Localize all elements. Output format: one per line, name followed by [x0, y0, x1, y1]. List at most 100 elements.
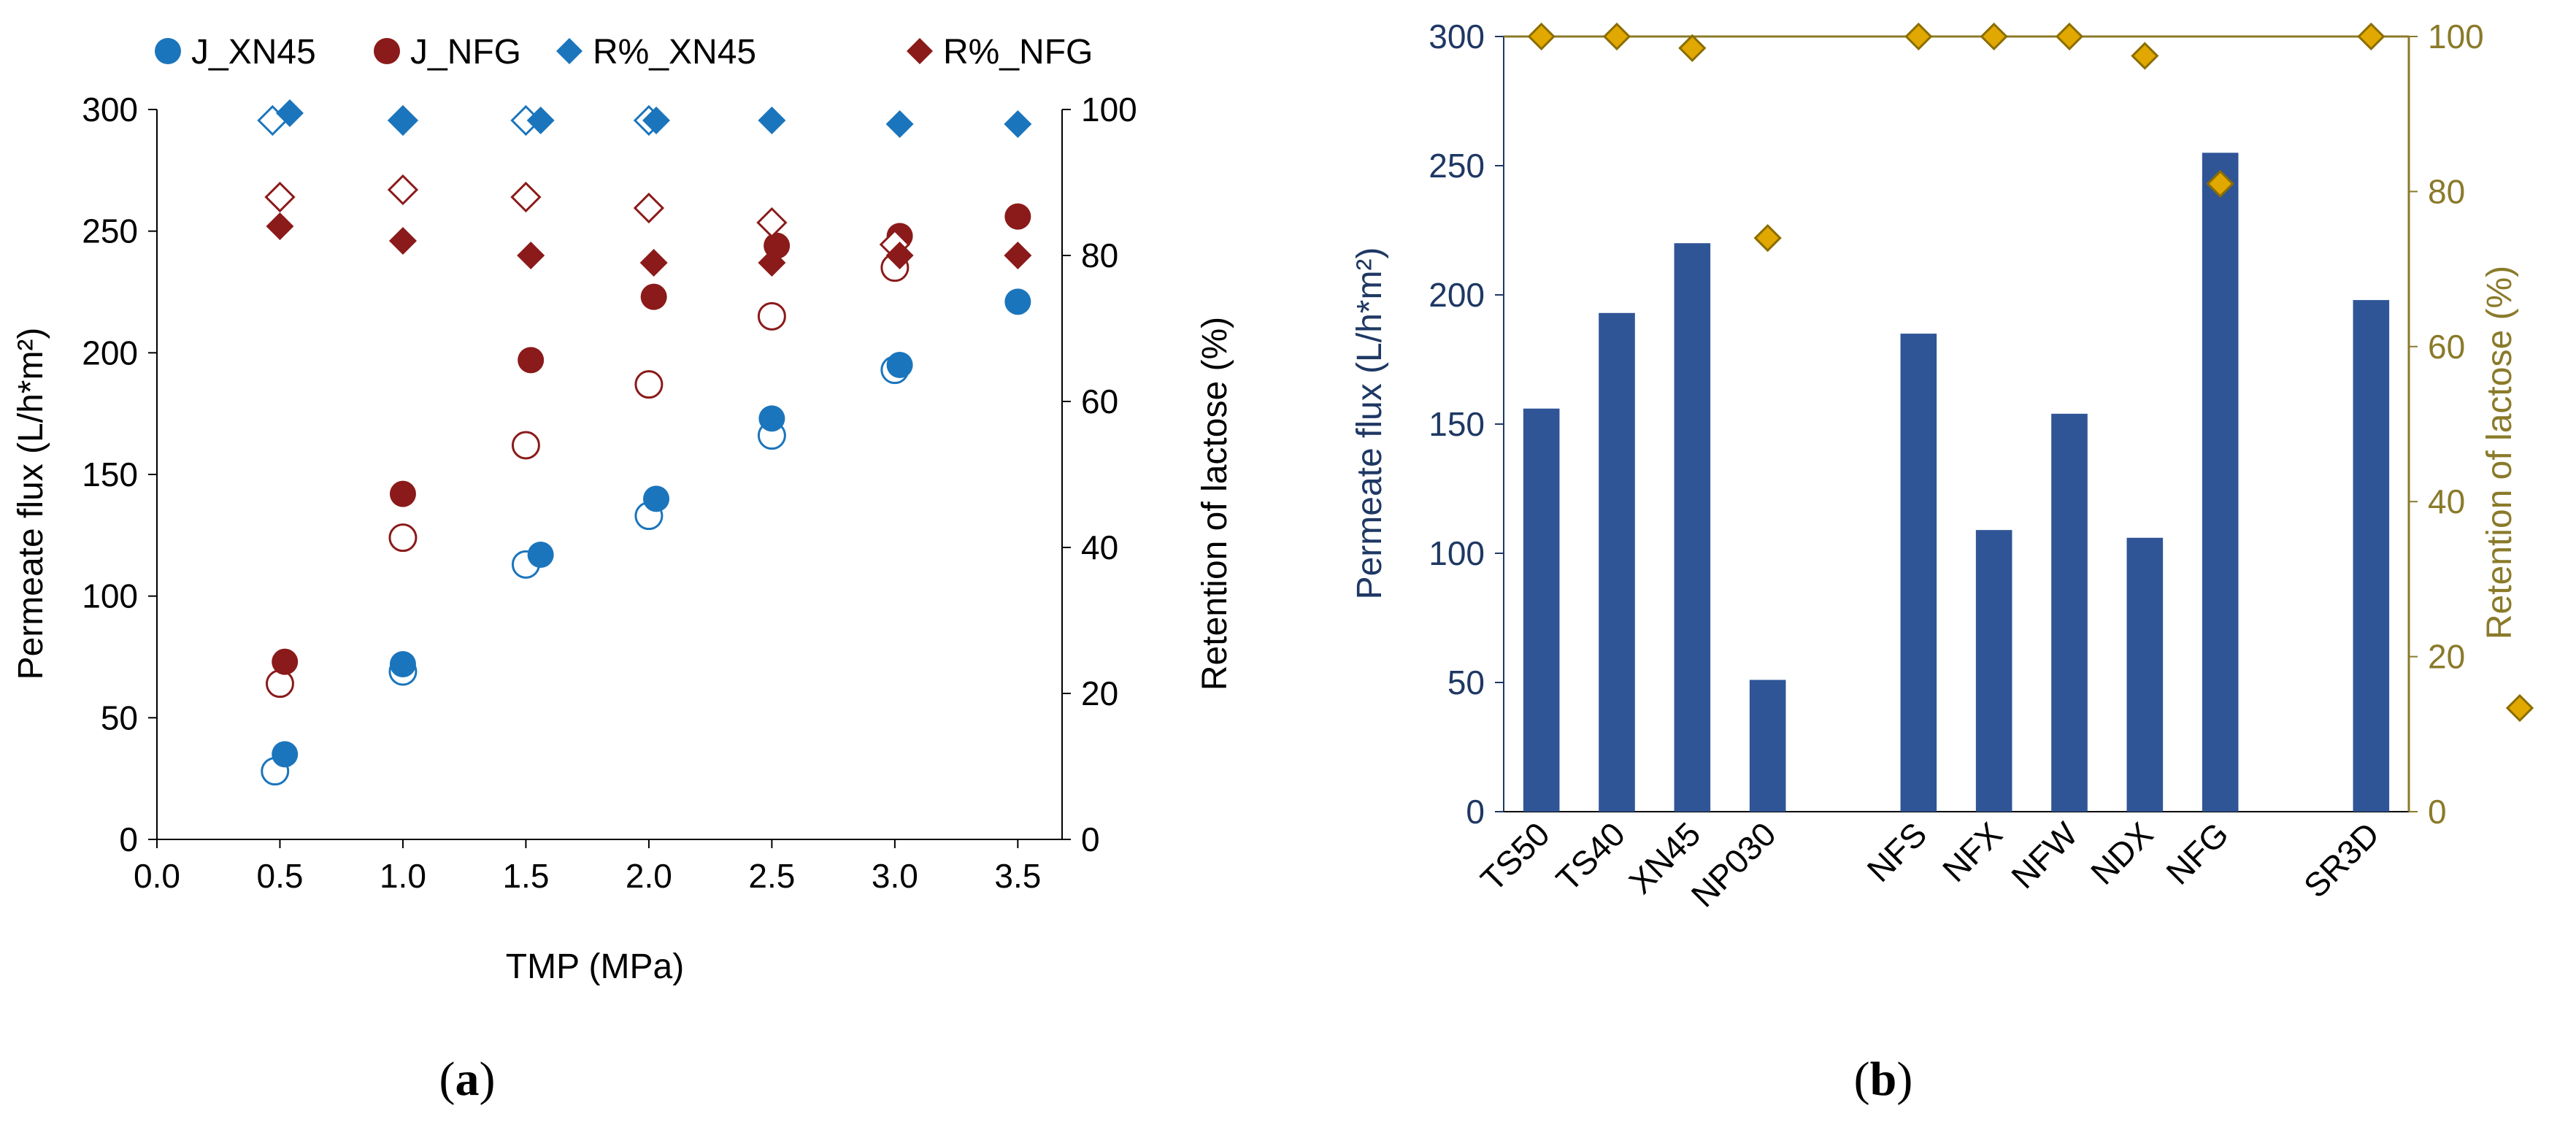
chart-a-x-tick-label: 0.5 [257, 857, 304, 895]
chart-a-y-right-tick-label: 60 [1081, 382, 1118, 420]
chart-b-x-tick-label: NDX [2083, 815, 2160, 891]
chart-a-point-R%_NFG-open [387, 174, 419, 206]
chart-a-point-J_NFG [640, 283, 667, 310]
chart-a-point-J_NFG-open [634, 370, 664, 399]
chart-a-point-R%_NFG [758, 249, 786, 277]
chart-b-bar-NFW [2051, 413, 2088, 812]
chart-b-bar-TS50 [1523, 408, 1560, 812]
chart-b-y-left-tick-label: 200 [1429, 276, 1485, 314]
chart-b-bar-XN45 [1674, 243, 1711, 812]
chart-a-y-left-tick-label: 50 [101, 699, 138, 736]
chart-b-marks [1523, 22, 2534, 812]
chart-a-legend-marker [155, 38, 181, 64]
chart-a-legend-label: R%_XN45 [593, 33, 756, 72]
chart-a-point-J_XN45 [886, 352, 913, 378]
chart-b-y-right-tick-label: 40 [2428, 482, 2465, 520]
chart-b-y-left-tick-label: 300 [1429, 18, 1485, 55]
chart-a: J_XN45 J_NFG R%_XN45 R%_NFG 0.0 0.5 1.0 1.5 2.0… [12, 33, 1234, 1106]
chart-a-point-R%_XN45 [526, 107, 555, 134]
chart-a-point-R%_XN45 [388, 107, 417, 134]
chart-a-legend-label: J_XN45 [191, 33, 316, 72]
chart-a-point-J_NFG-open [388, 523, 418, 553]
chart-b-retention-point-TS40 [1602, 22, 1631, 51]
chart-a-point-R%_NFG-open [264, 181, 296, 213]
chart-b-retention-point-NP030 [1753, 223, 1782, 253]
chart-a-y-left-tick-label: 0 [119, 820, 138, 858]
chart-a-x-tick-label: 1.0 [380, 857, 426, 895]
chart-a-point-J_NFG-open [265, 669, 294, 699]
chart-a-legend: J_XN45 J_NFG R%_XN45 R%_NFG [155, 33, 1093, 72]
chart-b: 050100150200250300020406080100TS50TS40XN… [1350, 18, 2534, 1106]
chart-a-y-right-tick-label: 80 [1081, 236, 1118, 274]
chart-b-x-tick-label: NFS [1860, 815, 1934, 889]
chart-a-point-R%_NFG [639, 249, 668, 277]
chart-b-retention-point-NFG [2206, 169, 2234, 198]
chart-b-retention-point-NFW [2055, 22, 2084, 51]
chart-a-y-left-tick-label: 100 [82, 577, 138, 615]
chart-a-point-J_XN45 [643, 485, 670, 512]
chart-b-x-tick-label: SR3D [2296, 815, 2387, 905]
chart-b-bar-NFX [1975, 530, 2012, 812]
chart-b-retention-point-NDX [2131, 42, 2159, 70]
chart-a-y-axis-left-label: Permeate flux (L/h*m²) [12, 328, 50, 680]
chart-b-bar-NDX [2126, 537, 2164, 812]
chart-a-point-J_XN45 [389, 651, 416, 677]
chart-a-point-R%_NFG [388, 227, 417, 255]
chart-b-x-tick-label: NFW [2004, 815, 2085, 896]
chart-a-point-R%_XN45 [642, 107, 671, 134]
chart-b-x-tick-label: NFX [1935, 815, 2010, 889]
chart-a-y-axis-right-label: Retention of lactose (%) [1196, 317, 1234, 691]
chart-b-retention-point-NFX [1980, 22, 2008, 51]
chart-a-x-tick-label: 2.5 [748, 857, 795, 895]
chart-a-point-J_NFG [1004, 203, 1031, 230]
chart-a-x-tick-label: 0.0 [134, 857, 180, 895]
chart-b-x-tick-label: NFG [2158, 815, 2235, 891]
chart-b-retention-point-XN45 [1678, 34, 1707, 63]
chart-b-x-tick-label: TS40 [1549, 815, 1633, 899]
chart-a-legend-marker [374, 38, 400, 64]
chart-a-x-tick-label: 3.5 [994, 857, 1041, 895]
chart-a-y-left-tick-label: 200 [82, 334, 138, 372]
chart-a-y-right-tick-label: 0 [1081, 820, 1100, 858]
chart-b-y-right-tick-label: 100 [2428, 18, 2484, 55]
chart-a-point-R%_NFG-open [510, 181, 542, 213]
chart-b-caption: (b) [1854, 1053, 1913, 1106]
chart-a-point-J_XN45 [1004, 288, 1031, 315]
chart-a-x-tick-label: 3.0 [872, 857, 918, 895]
chart-a-legend-label: J_NFG [410, 33, 521, 72]
chart-a-x-tick-label: 2.0 [626, 857, 672, 895]
chart-a-point-R%_XN45 [275, 99, 304, 127]
chart-a-point-J_NFG [518, 347, 545, 374]
chart-b-caption-letter: b [1870, 1053, 1897, 1106]
chart-a-legend-marker [556, 38, 583, 64]
chart-b-y-right-tick-label: 0 [2428, 793, 2447, 831]
chart-a-y-right-tick-label: 100 [1081, 91, 1137, 128]
chart-a-point-J_XN45 [272, 741, 299, 768]
chart-a-y-left-tick-label: 250 [82, 212, 138, 250]
chart-a-point-R%_XN45 [1004, 110, 1032, 138]
chart-a-point-J_XN45 [758, 405, 785, 432]
chart-b-bar-TS40 [1599, 312, 1635, 812]
chart-a-point-R%_NFG-open [633, 192, 665, 224]
chart-a-x-tick-label: 1.5 [502, 857, 549, 895]
chart-b-y-axis-left-label: Permeate flux (L/h*m²) [1350, 247, 1389, 600]
chart-b-y-axis-right-label: Retention of lactose (%) [2480, 266, 2519, 639]
chart-a-x-axis-label: TMP (MPa) [506, 947, 684, 986]
chart-b-y-right-tick-label: 20 [2428, 638, 2465, 676]
chart-a-point-R%_NFG [266, 212, 294, 240]
chart-b-retention-point-SR3D [2357, 22, 2385, 51]
chart-b-bar-SR3D [2353, 300, 2390, 812]
chart-b-legend-marker [2505, 693, 2534, 723]
chart-a-point-R%_NFG [885, 242, 914, 269]
chart-a-point-R%_NFG [1004, 242, 1032, 269]
chart-b-x-tick-label: TS50 [1473, 815, 1557, 899]
chart-b-axes: 050100150200250300020406080100TS50TS40XN… [1429, 18, 2484, 915]
chart-b-y-left-tick-label: 250 [1429, 147, 1485, 185]
chart-b-y-left-tick-label: 50 [1447, 663, 1485, 701]
chart-a-legend-label: R%_NFG [943, 33, 1093, 72]
chart-a-y-left-tick-label: 300 [82, 91, 138, 128]
chart-b-x-tick-label: NP030 [1684, 815, 1783, 914]
chart-b-bar-NFS [1900, 334, 1937, 812]
chart-a-point-J_NFG-open [511, 431, 540, 460]
chart-a-marks [257, 99, 1032, 786]
